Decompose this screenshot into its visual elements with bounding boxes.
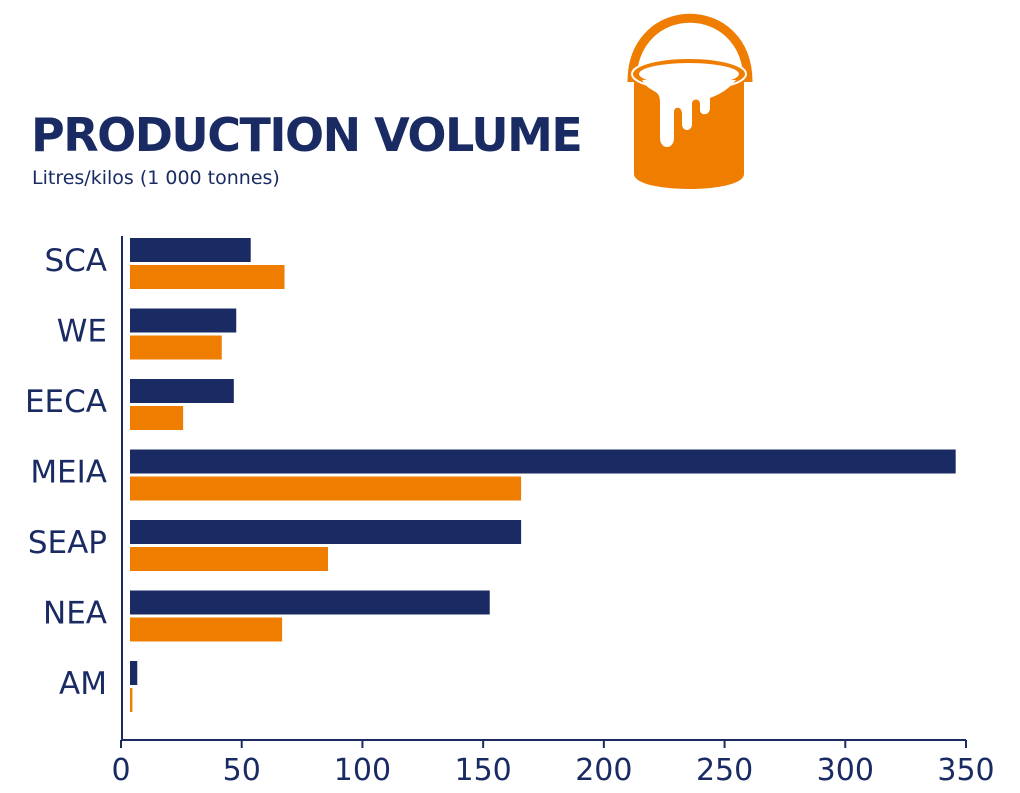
bar-meia-series-2 xyxy=(130,476,522,501)
bar-eeca-series-1 xyxy=(130,379,234,403)
x-tick-label: 50 xyxy=(223,753,261,788)
paint-bucket-icon xyxy=(627,13,753,189)
bar-we-series-1 xyxy=(130,308,237,333)
chart-title: PRODUCTION VOLUME xyxy=(31,108,583,162)
chart-subtitle: Litres/kilos (1 000 tonnes) xyxy=(32,167,280,189)
x-tick-label: 250 xyxy=(696,753,753,788)
x-tick-label: 300 xyxy=(817,753,874,788)
category-label: EECA xyxy=(25,384,107,420)
x-tick-label: 100 xyxy=(334,753,391,788)
category-label: NEA xyxy=(43,596,107,632)
bar-am-series-2 xyxy=(130,688,133,712)
bar-seap-series-1 xyxy=(130,520,522,544)
bar-seap-series-2 xyxy=(130,547,328,571)
category-label: MEIA xyxy=(30,455,107,491)
x-tick-label: 150 xyxy=(455,753,512,788)
bar-meia-series-1 xyxy=(130,449,956,474)
bar-sca-series-2 xyxy=(130,265,285,289)
category-label: AM xyxy=(59,666,107,702)
x-tick-label: 0 xyxy=(111,753,130,788)
x-tick-label: 200 xyxy=(575,753,632,788)
bar-sca-series-1 xyxy=(130,238,251,262)
bar-am-series-1 xyxy=(130,661,138,685)
category-label: SCA xyxy=(44,243,107,279)
bar-eeca-series-2 xyxy=(130,406,184,430)
category-label: SEAP xyxy=(28,525,107,561)
bar-we-series-2 xyxy=(130,335,222,360)
bar-nea-series-1 xyxy=(130,590,490,615)
category-label: WE xyxy=(57,314,107,350)
bar-nea-series-2 xyxy=(130,617,283,642)
x-tick-label: 350 xyxy=(937,753,994,788)
